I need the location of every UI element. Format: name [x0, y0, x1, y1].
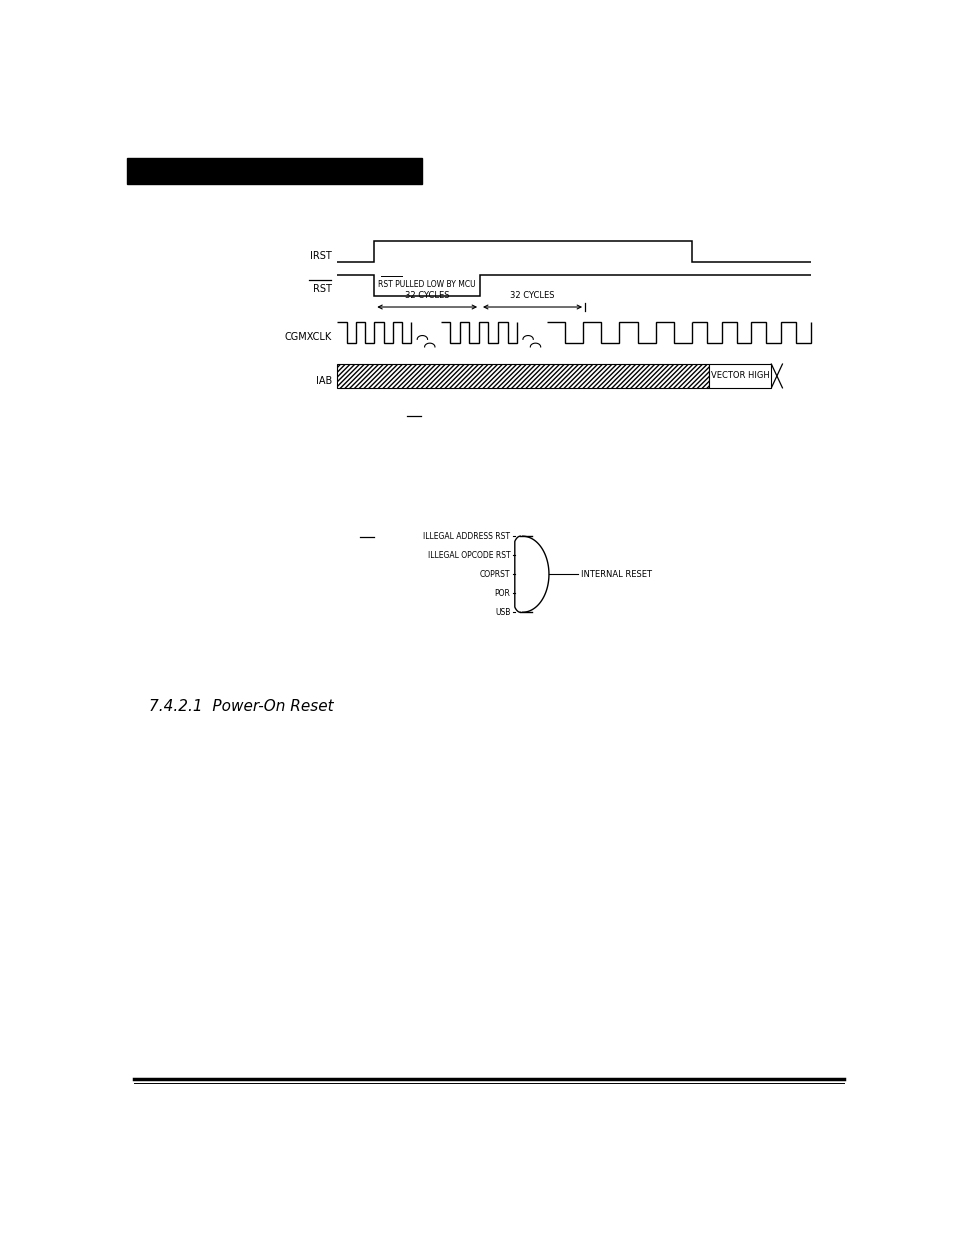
Text: USB: USB [495, 608, 510, 616]
Bar [337, 364, 708, 388]
Text: ILLEGAL OPCODE RST: ILLEGAL OPCODE RST [427, 551, 510, 559]
Text: CGMXCLK: CGMXCLK [285, 332, 332, 342]
Text: 7.4.2.1  Power-On Reset: 7.4.2.1 Power-On Reset [149, 699, 334, 714]
Text: COPRST: COPRST [479, 569, 510, 579]
Text: 32 CYCLES: 32 CYCLES [510, 291, 555, 300]
Bar [127, 158, 422, 184]
Text: 32 CYCLES: 32 CYCLES [404, 291, 449, 300]
Text: RST PULLED LOW BY MCU: RST PULLED LOW BY MCU [378, 279, 476, 289]
Bar [708, 364, 771, 388]
Text: INTERNAL RESET: INTERNAL RESET [580, 569, 651, 579]
Text: POR: POR [494, 589, 510, 598]
Text: RST: RST [313, 284, 332, 294]
Text: ILLEGAL ADDRESS RST: ILLEGAL ADDRESS RST [423, 532, 510, 541]
Text: IAB: IAB [315, 375, 332, 385]
Text: VECTOR HIGH: VECTOR HIGH [710, 372, 769, 380]
Text: IRST: IRST [310, 251, 332, 261]
